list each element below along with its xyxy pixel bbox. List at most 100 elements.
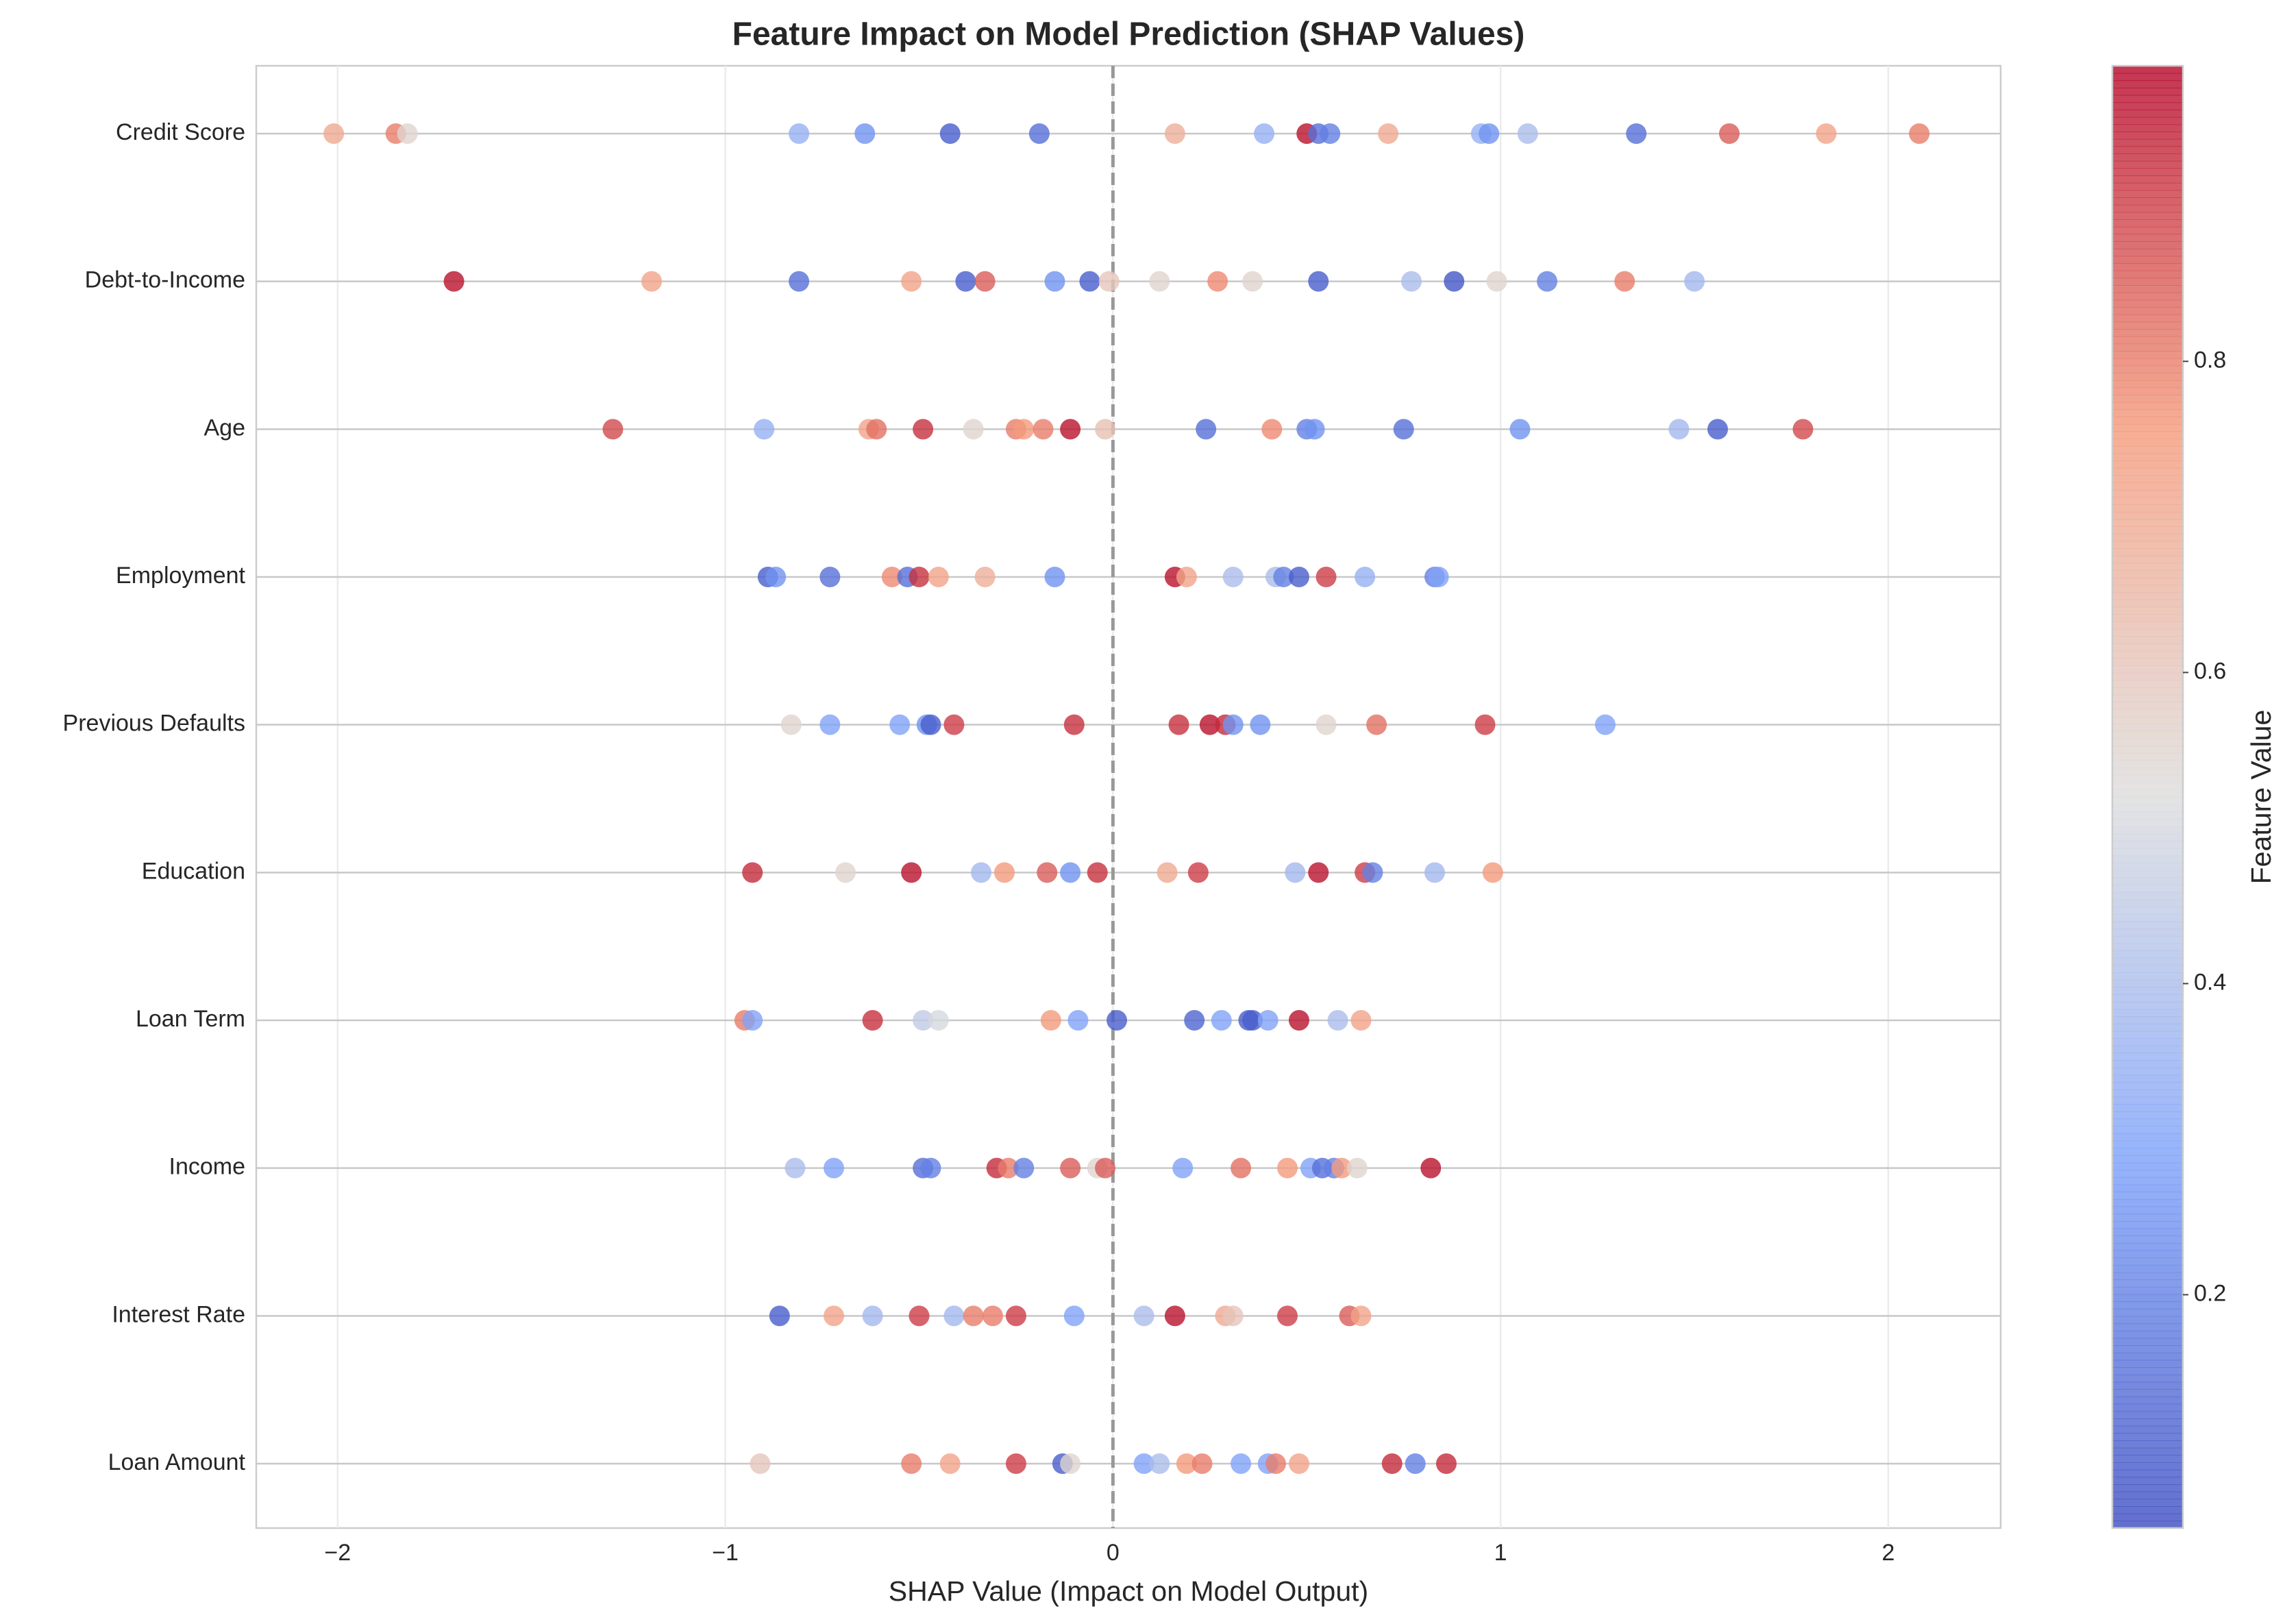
point bbox=[920, 1157, 941, 1179]
x-tick-label: 0 bbox=[1107, 1540, 1120, 1566]
colorbar-step bbox=[2112, 570, 2183, 578]
point bbox=[862, 1305, 883, 1327]
point bbox=[1211, 1010, 1232, 1031]
point bbox=[1133, 1305, 1154, 1327]
point bbox=[765, 567, 787, 587]
point bbox=[943, 1305, 965, 1327]
colorbar-step bbox=[2112, 511, 2183, 520]
point bbox=[901, 1453, 922, 1474]
colorbar-step bbox=[2112, 270, 2183, 279]
colorbar-tick-label: 0.2 bbox=[2194, 1280, 2226, 1306]
colorbar-step bbox=[2112, 650, 2183, 659]
colorbar-step bbox=[2112, 848, 2183, 857]
point bbox=[1067, 1010, 1089, 1031]
point bbox=[1626, 123, 1647, 144]
colorbar-step bbox=[2112, 1345, 2183, 1353]
point bbox=[780, 714, 802, 735]
colorbar-step bbox=[2112, 402, 2183, 410]
colorbar-step bbox=[2112, 1447, 2183, 1456]
colorbar-step bbox=[2112, 694, 2183, 703]
point bbox=[1594, 714, 1616, 735]
point bbox=[955, 271, 976, 292]
point bbox=[641, 271, 663, 292]
point bbox=[1176, 1453, 1197, 1474]
colorbar-step bbox=[2112, 263, 2183, 271]
point bbox=[1196, 419, 1217, 440]
point bbox=[1149, 271, 1170, 292]
colorbar-step bbox=[2112, 555, 2183, 564]
colorbar-step bbox=[2112, 1001, 2183, 1010]
y-tick-label: Education bbox=[142, 858, 245, 884]
colorbar-step bbox=[2112, 826, 2183, 835]
colorbar-step bbox=[2112, 724, 2183, 732]
colorbar-step bbox=[2112, 321, 2183, 330]
colorbar-step bbox=[2112, 1198, 2183, 1207]
colorbar-step bbox=[2112, 1433, 2183, 1441]
y-tick-label: Previous Defaults bbox=[63, 711, 245, 737]
point bbox=[1044, 271, 1065, 292]
point bbox=[1276, 1305, 1298, 1327]
colorbar-step bbox=[2112, 1257, 2183, 1266]
point bbox=[1355, 567, 1376, 587]
point bbox=[602, 419, 623, 440]
colorbar-step bbox=[2112, 606, 2183, 615]
y-tick-label: Loan Term bbox=[136, 1006, 245, 1032]
colorbar-step bbox=[2112, 621, 2183, 630]
point bbox=[1424, 862, 1445, 883]
point bbox=[1176, 567, 1197, 587]
point bbox=[824, 1305, 845, 1327]
y-tick-label: Credit Score bbox=[116, 119, 245, 145]
colorbar-step bbox=[2112, 687, 2183, 696]
colorbar-step bbox=[2112, 833, 2183, 841]
colorbar-step bbox=[2112, 877, 2183, 885]
colorbar-step bbox=[2112, 116, 2183, 125]
colorbar-step bbox=[2112, 453, 2183, 461]
point bbox=[1316, 714, 1337, 735]
colorbar-step bbox=[2112, 577, 2183, 586]
point bbox=[1479, 123, 1500, 144]
point bbox=[1098, 271, 1120, 292]
colorbar-step bbox=[2112, 256, 2183, 264]
colorbar-step bbox=[2112, 907, 2183, 915]
point bbox=[1428, 567, 1449, 587]
point bbox=[1381, 1453, 1403, 1474]
point bbox=[1040, 1010, 1061, 1031]
colorbar-step bbox=[2112, 102, 2183, 110]
colorbar-step bbox=[2112, 519, 2183, 528]
colorbar-step bbox=[2112, 863, 2183, 871]
colorbar-step bbox=[2112, 1133, 2183, 1142]
point bbox=[1164, 123, 1185, 144]
point bbox=[1792, 419, 1814, 440]
point bbox=[1087, 862, 1108, 883]
colorbar-step bbox=[2112, 752, 2183, 761]
colorbar-step bbox=[2112, 1155, 2183, 1164]
colorbar-step bbox=[2112, 585, 2183, 593]
colorbar-step bbox=[2112, 1425, 2183, 1434]
point bbox=[971, 862, 992, 883]
colorbar-step bbox=[2112, 387, 2183, 395]
point bbox=[1184, 1010, 1205, 1031]
colorbar-step bbox=[2112, 526, 2183, 534]
colorbar-step bbox=[2112, 548, 2183, 556]
colorbar-step bbox=[2112, 899, 2183, 907]
colorbar-step bbox=[2112, 891, 2183, 900]
point bbox=[1063, 1305, 1085, 1327]
colorbar-step bbox=[2112, 1396, 2183, 1405]
point bbox=[754, 419, 775, 440]
colorbar-step bbox=[2112, 1060, 2183, 1068]
colorbar-step bbox=[2112, 928, 2183, 937]
point bbox=[1537, 271, 1558, 292]
colorbar-step bbox=[2112, 885, 2183, 893]
point bbox=[1060, 1453, 1081, 1474]
colorbar-step bbox=[2112, 1308, 2183, 1317]
colorbar-step bbox=[2112, 124, 2183, 132]
colorbar-step bbox=[2112, 1455, 2183, 1463]
colorbar-step bbox=[2112, 1126, 2183, 1134]
colorbar-step bbox=[2112, 248, 2183, 257]
colorbar-step bbox=[2112, 943, 2183, 951]
colorbar-step bbox=[2112, 1411, 2183, 1419]
colorbar-step bbox=[2112, 1272, 2183, 1281]
colorbar-step bbox=[2112, 782, 2183, 791]
point bbox=[866, 419, 887, 440]
